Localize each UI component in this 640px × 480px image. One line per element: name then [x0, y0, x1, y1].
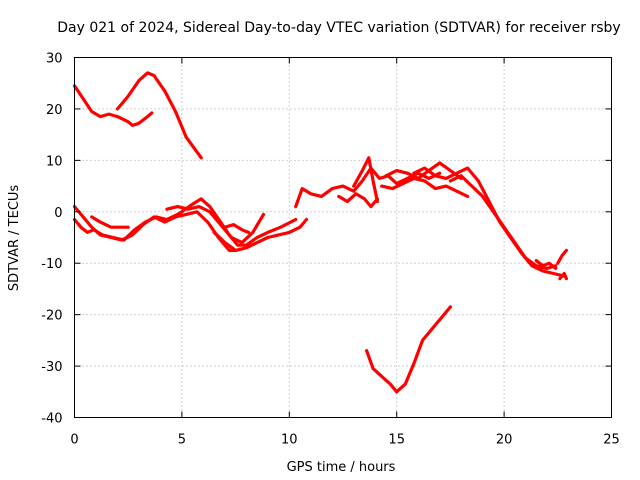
series-track-s — [558, 271, 569, 281]
series-track-r — [556, 248, 569, 265]
series-track-p — [448, 174, 558, 270]
series-track-e — [72, 205, 238, 252]
y-tick-label: -30 — [41, 360, 62, 375]
x-axis-label: GPS time / hours — [287, 460, 396, 475]
y-tick-label: 20 — [46, 103, 63, 118]
series-track-m — [380, 176, 470, 198]
series-track-h — [212, 217, 309, 252]
x-tick-label: 20 — [496, 433, 513, 448]
series-track-k — [337, 192, 379, 209]
x-tick-label: 25 — [603, 433, 620, 448]
series-track-l — [352, 156, 379, 204]
chart-title: Day 021 of 2024, Sidereal Day-to-day VTE… — [57, 20, 620, 36]
series-track-i — [223, 223, 251, 234]
series-track-g — [165, 205, 266, 245]
y-tick-label: -40 — [41, 412, 62, 427]
series-track-a — [72, 84, 120, 119]
y-tick-label: 10 — [46, 154, 63, 169]
chart-gridlines — [74, 57, 612, 418]
x-tick-label: 5 — [178, 433, 186, 448]
chart-ticks — [74, 57, 612, 418]
series-track-f — [90, 215, 130, 229]
x-tick-labels: 0 5 10 15 20 25 — [70, 433, 619, 448]
chart-series-group — [72, 71, 569, 394]
x-tick-label: 15 — [388, 433, 405, 448]
series-track-c — [115, 71, 203, 160]
plot-frame — [74, 57, 612, 418]
x-tick-label: 10 — [281, 433, 298, 448]
y-axis-label: SDTVAR / TECUs — [7, 185, 22, 292]
series-track-b — [115, 111, 154, 128]
y-tick-label: -10 — [41, 257, 62, 272]
x-tick-label: 0 — [70, 433, 78, 448]
series-track-q — [534, 259, 558, 270]
series-track-o — [412, 166, 566, 278]
y-tick-label: 0 — [54, 206, 62, 221]
y-tick-labels: -40 -30 -20 -10 0 10 20 30 — [41, 52, 62, 427]
series-track-t — [365, 305, 452, 394]
series-track-n — [384, 161, 463, 180]
y-tick-label: -20 — [41, 309, 62, 324]
y-tick-label: 30 — [46, 52, 63, 67]
